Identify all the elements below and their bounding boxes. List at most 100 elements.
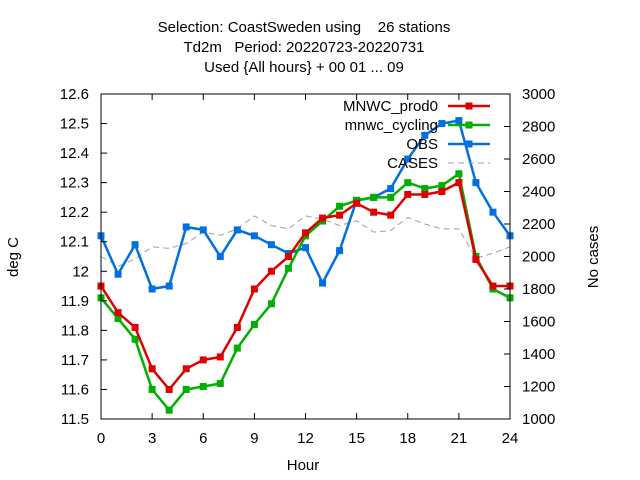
- legend-label: MNWC_prod0: [343, 98, 438, 115]
- data-point-mnwc-cycling: [131, 335, 139, 343]
- x-tick-label: 24: [502, 430, 519, 447]
- data-point-obs: [302, 244, 309, 252]
- data-point-mnwc-prod0: [284, 253, 292, 260]
- data-point-mnwc-cycling: [233, 344, 241, 352]
- data-point-mnwc-prod0: [131, 323, 139, 331]
- x-tick-label: 15: [348, 430, 365, 447]
- x-tick-label: 18: [399, 430, 416, 447]
- data-point-mnwc-prod0: [421, 190, 429, 198]
- data-point-obs: [114, 270, 122, 278]
- y-tick-label: 12.5: [60, 116, 89, 133]
- data-point-mnwc-prod0: [216, 353, 224, 361]
- x-tick-label: 3: [148, 430, 156, 447]
- y2-tick-label: 1400: [522, 346, 555, 363]
- y2-tick-label: 2200: [522, 216, 555, 233]
- title-line-3: Used {All hours} + 00 01 ... 09: [204, 59, 404, 76]
- y-tick-label: 12.1: [60, 234, 89, 251]
- data-point-mnwc-prod0: [489, 282, 497, 290]
- data-point-mnwc-cycling: [250, 320, 258, 328]
- data-point-mnwc-cycling: [421, 185, 429, 193]
- data-point-mnwc-cycling: [114, 315, 122, 323]
- data-point-mnwc-cycling: [284, 264, 292, 272]
- data-point-obs: [233, 226, 241, 234]
- data-point-obs: [182, 223, 190, 231]
- data-point-mnwc-prod0: [319, 214, 327, 222]
- data-point-obs: [489, 208, 497, 216]
- y2-tick-label: 2800: [522, 119, 555, 136]
- data-point-mnwc-prod0: [472, 255, 480, 263]
- data-point-mnwc-cycling: [148, 385, 156, 393]
- series-line-cases: [100, 215, 511, 267]
- data-point-mnwc-prod0: [455, 179, 463, 187]
- legend-marker: [465, 121, 473, 129]
- title-line-2: Td2m Period: 20220723-20220731: [183, 39, 424, 56]
- x-axis-label: Hour: [287, 457, 320, 474]
- data-point-mnwc-cycling: [370, 193, 378, 201]
- data-point-mnwc-prod0: [438, 188, 446, 195]
- data-point-mnwc-cycling: [267, 300, 275, 308]
- legend: MNWC_prod0 mnwc_cycling OBS CASES: [343, 98, 490, 172]
- y2-axis-label: No cases: [585, 226, 602, 289]
- y2-tick-label: 2400: [522, 184, 555, 201]
- y-tick-label: 11.5: [61, 411, 89, 428]
- data-point-mnwc-prod0: [404, 190, 412, 198]
- data-point-obs: [267, 241, 275, 249]
- y2-tick-label: 1800: [522, 281, 555, 298]
- data-point-mnwc-prod0: [114, 309, 122, 317]
- chart-title: Selection: CoastSweden using 26 stations…: [158, 19, 451, 76]
- x-tick-label: 9: [250, 430, 258, 447]
- data-point-mnwc-prod0: [353, 199, 361, 207]
- data-point-mnwc-cycling: [216, 380, 224, 388]
- data-point-mnwc-prod0: [387, 211, 395, 219]
- data-point-obs: [199, 226, 207, 234]
- data-point-obs: [165, 282, 173, 290]
- data-point-obs: [404, 155, 412, 163]
- legend-label: CASES: [387, 155, 438, 172]
- data-point-mnwc-prod0: [165, 385, 173, 393]
- data-point-mnwc-prod0: [233, 323, 241, 331]
- series-group: [97, 117, 514, 414]
- data-point-mnwc-cycling: [165, 406, 173, 414]
- data-point-mnwc-cycling: [455, 170, 463, 178]
- data-point-mnwc-cycling: [387, 193, 395, 201]
- data-point-mnwc-cycling: [438, 182, 446, 190]
- legend-marker: [465, 140, 473, 148]
- y2-tick-label: 1200: [522, 379, 555, 396]
- data-point-mnwc-prod0: [267, 267, 275, 275]
- y-tick-label: 11.8: [61, 322, 89, 339]
- data-point-mnwc-cycling: [336, 202, 344, 210]
- series-line-obs: [99, 119, 512, 291]
- data-point-mnwc-prod0: [199, 356, 207, 364]
- data-point-obs: [131, 241, 139, 249]
- legend-marker: [465, 102, 473, 110]
- y-tick-label: 11.7: [61, 352, 89, 369]
- data-point-obs: [250, 232, 258, 240]
- y2-tick-label: 1000: [522, 411, 555, 428]
- data-point-obs: [438, 120, 446, 128]
- data-point-obs: [421, 131, 429, 139]
- data-point-obs: [148, 285, 156, 293]
- y-tick-label: 12.6: [60, 86, 89, 103]
- data-point-obs: [336, 247, 344, 255]
- x-tick-label: 6: [199, 430, 207, 447]
- data-point-mnwc-cycling: [182, 385, 190, 393]
- y2-tick-label: 3000: [522, 86, 555, 103]
- series-line-mnwc-cycling: [100, 172, 511, 412]
- data-point-obs: [319, 279, 327, 287]
- y-tick-label: 11.9: [61, 293, 89, 310]
- legend-label: OBS: [406, 136, 438, 153]
- data-point-mnwc-cycling: [199, 383, 207, 390]
- data-point-mnwc-prod0: [302, 229, 309, 237]
- y-tick-label: 12.4: [60, 145, 89, 162]
- y-tick-label: 12.3: [60, 175, 89, 192]
- data-point-obs: [216, 253, 224, 260]
- y2-tick-label: 2600: [522, 151, 555, 168]
- title-line-1: Selection: CoastSweden using 26 stations: [158, 19, 451, 36]
- data-point-obs: [472, 179, 480, 187]
- y-tick-label: 12.2: [60, 204, 89, 221]
- data-point-mnwc-prod0: [336, 211, 344, 219]
- x-tick-label: 0: [97, 430, 105, 447]
- x-tick-label: 21: [451, 430, 468, 447]
- y2-tick-label: 1600: [522, 314, 555, 331]
